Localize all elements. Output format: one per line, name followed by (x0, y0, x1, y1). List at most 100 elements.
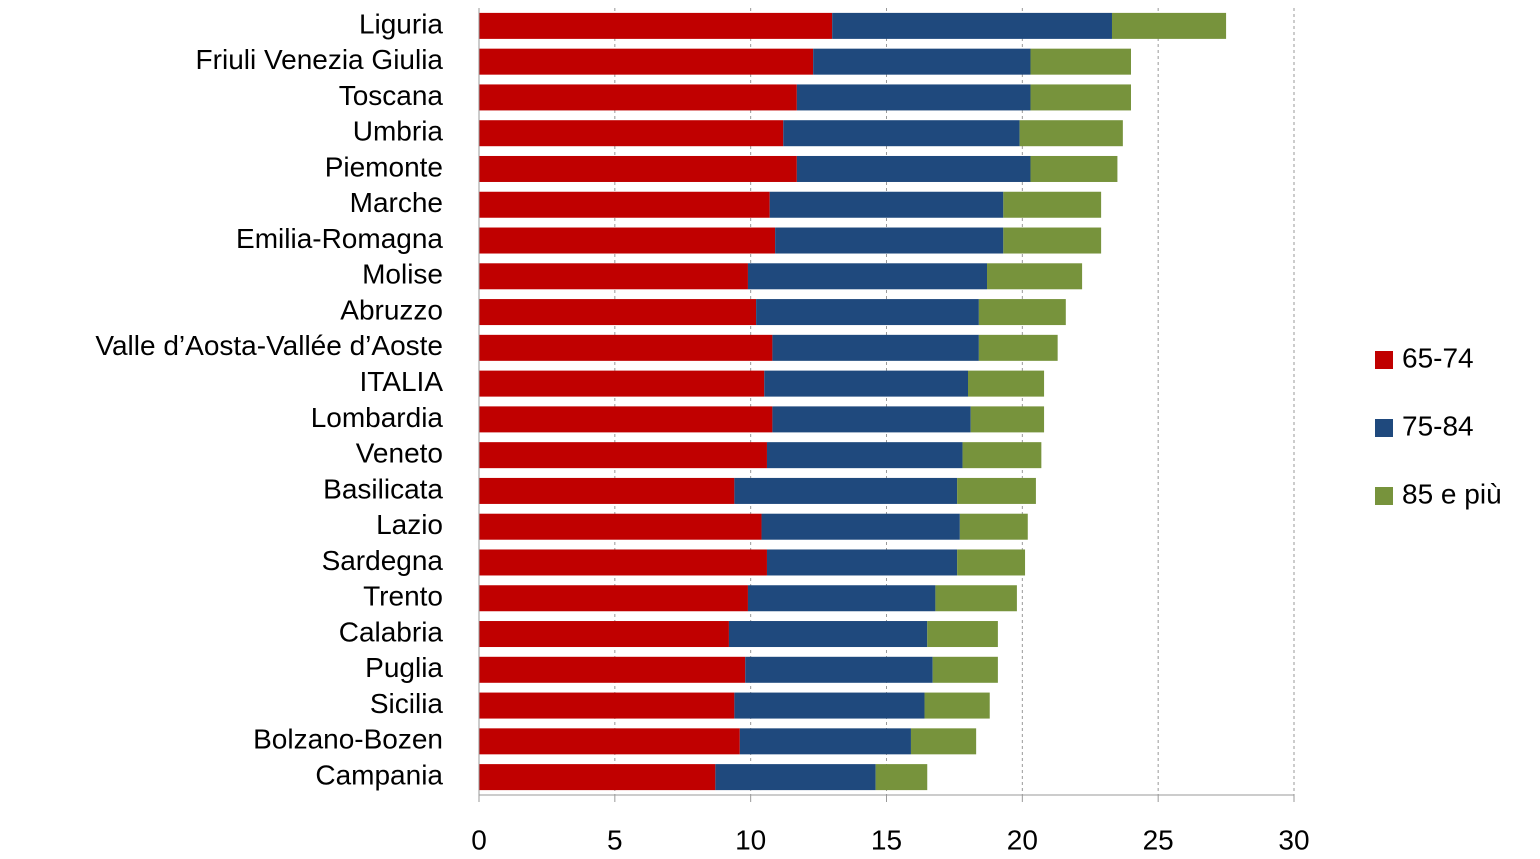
bar-segment (978, 334, 1058, 361)
y-tick-label: Bolzano-Bozen (253, 724, 443, 755)
bar-segment (479, 334, 773, 361)
y-tick-label: Valle d’Aosta-Vallée d’Aoste (95, 330, 443, 361)
y-tick-label: Umbria (353, 116, 444, 147)
bar-segment (479, 621, 729, 648)
x-tick-label: 15 (871, 824, 902, 855)
x-tick-label: 25 (1143, 824, 1174, 855)
bar-segment (479, 692, 735, 719)
bar-segment (728, 621, 928, 648)
bar-segment (1111, 12, 1227, 39)
bar-segment (769, 191, 1004, 218)
bar-segment (987, 263, 1083, 290)
bar-segment (715, 764, 876, 791)
bar-segment (935, 585, 1017, 612)
bar-segment (739, 728, 911, 755)
y-tick-label: ITALIA (359, 366, 443, 397)
bar-segment (479, 406, 773, 433)
bar-segment (813, 48, 1031, 75)
bar-segment (970, 406, 1045, 433)
x-tick-label: 20 (1007, 824, 1038, 855)
bar-segment (932, 656, 998, 683)
bar-segment (910, 728, 977, 755)
bar-segment (978, 299, 1066, 326)
legend-swatch (1375, 487, 1393, 505)
y-tick-label: Friuli Venezia Giulia (196, 44, 444, 75)
bar-segment (1030, 48, 1131, 75)
y-tick-label: Sardegna (322, 545, 444, 576)
bar-segment (959, 513, 1028, 540)
y-tick-label: Toscana (339, 80, 444, 111)
bar-segment (1003, 191, 1102, 218)
bar-segment (479, 191, 770, 218)
bar-segment (479, 764, 716, 791)
bar-segment (479, 263, 748, 290)
bar-segment (479, 120, 784, 147)
y-tick-label: Puglia (365, 652, 443, 683)
x-tick-label: 30 (1278, 824, 1309, 855)
bar-segment (479, 585, 748, 612)
bar-segment (1019, 120, 1123, 147)
y-tick-label: Basilicata (323, 473, 443, 504)
y-tick-label: Sicilia (370, 688, 444, 719)
bar-segment (927, 621, 998, 648)
bar-segment (479, 442, 767, 469)
bar-segment (479, 477, 735, 504)
y-tick-label: Trento (363, 581, 443, 612)
bar-segment (479, 84, 797, 111)
bar-segment (1030, 155, 1118, 182)
y-tick-label: Molise (362, 259, 443, 290)
y-tick-label: Abruzzo (340, 294, 443, 325)
bar-segment (875, 764, 928, 791)
bar-segment (479, 549, 767, 576)
y-tick-label: Lazio (376, 509, 443, 540)
bar-segment (924, 692, 990, 719)
y-tick-label: Emilia-Romagna (236, 223, 443, 254)
bar-segment (832, 12, 1112, 39)
bar-segment (479, 155, 797, 182)
y-tick-label: Marche (350, 187, 443, 218)
y-tick-label: Campania (315, 760, 443, 791)
bar-segment (764, 370, 968, 397)
bar-segment (745, 656, 933, 683)
bar-segment (772, 406, 971, 433)
bar-segment (796, 84, 1031, 111)
bar-segment (766, 549, 958, 576)
bar-segment (479, 299, 757, 326)
bar-segment (479, 48, 814, 75)
bar-segment (766, 442, 963, 469)
bar-segment (479, 728, 740, 755)
bar-segment (479, 370, 765, 397)
legend-label: 75-84 (1402, 410, 1474, 441)
bar-segment (796, 155, 1031, 182)
y-tick-label: Lombardia (311, 402, 444, 433)
bar-segment (479, 12, 833, 39)
bar-segment (479, 656, 746, 683)
bar-segment (761, 513, 960, 540)
bar-segment (962, 442, 1042, 469)
y-tick-label: Piemonte (325, 151, 443, 182)
y-tick-label: Veneto (356, 438, 443, 469)
bar-segment (479, 513, 762, 540)
bar-segment (747, 585, 936, 612)
bar-segment (957, 549, 1026, 576)
x-tick-label: 5 (607, 824, 623, 855)
bar-segment (772, 334, 979, 361)
bar-segment (756, 299, 979, 326)
legend-swatch (1375, 419, 1393, 437)
x-tick-label: 0 (471, 824, 487, 855)
bar-segment (957, 477, 1036, 504)
bar-segment (479, 227, 776, 254)
x-tick-label: 10 (735, 824, 766, 855)
bar-segment (775, 227, 1004, 254)
legend-label: 85 e più (1402, 478, 1502, 509)
bar-segment (968, 370, 1045, 397)
y-tick-label: Liguria (359, 8, 443, 39)
y-tick-label: Calabria (339, 616, 444, 647)
bar-segment (1003, 227, 1102, 254)
bar-segment (734, 692, 925, 719)
bar-segment (1030, 84, 1131, 111)
legend-label: 65-74 (1402, 342, 1474, 373)
legend-swatch (1375, 351, 1393, 369)
